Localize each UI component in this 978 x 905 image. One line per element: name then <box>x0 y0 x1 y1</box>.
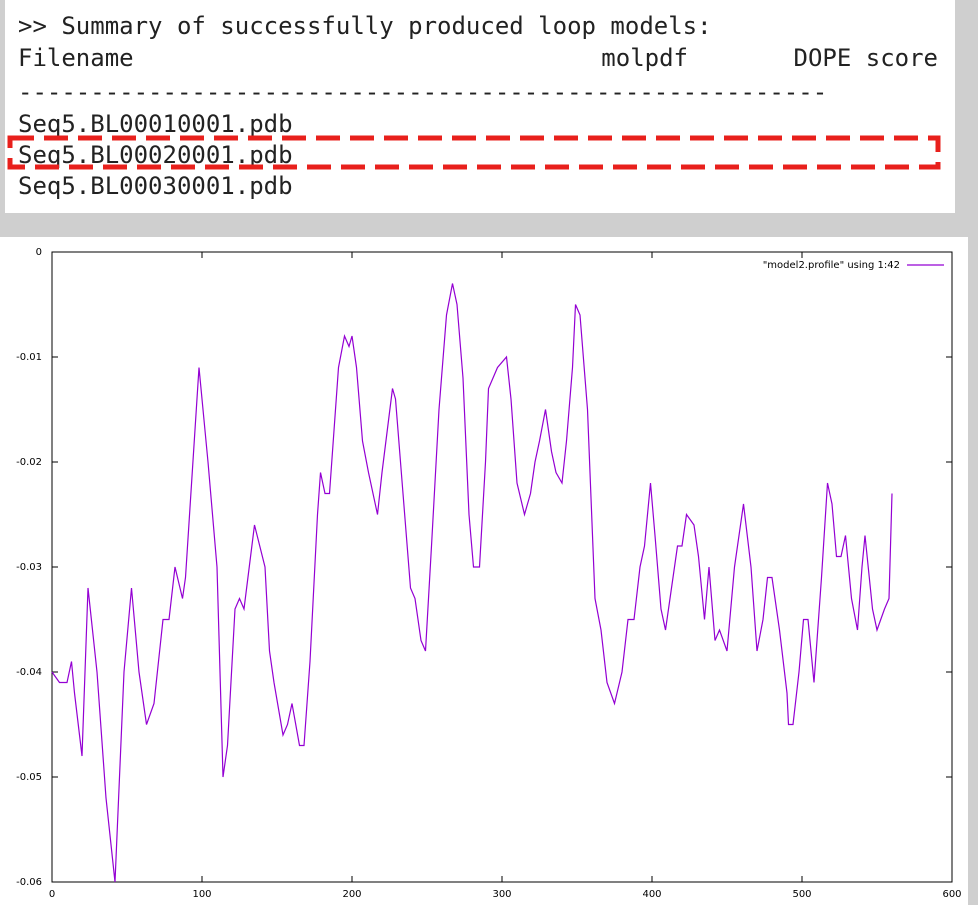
header-dope: DOPE score <box>793 44 939 72</box>
y-tick-label: -0.06 <box>16 877 42 888</box>
x-tick-label: 100 <box>192 889 211 900</box>
x-tick-label: 500 <box>792 889 811 900</box>
separator: ----------------------------------------… <box>18 78 828 106</box>
x-tick-label: 400 <box>642 889 661 900</box>
x-tick-label: 0 <box>49 889 55 900</box>
chart: 0 -0.01 -0.02 -0.03 -0.04 -0.05 -0.06 0 100 200 30… <box>0 237 968 905</box>
header-filename: Filename <box>18 44 134 72</box>
data-line <box>51 283 893 883</box>
x-tick-label: 200 <box>342 889 361 900</box>
chart-background <box>0 237 968 905</box>
y-tick-label: -0.03 <box>16 562 42 573</box>
y-tick-label: -0.05 <box>16 772 42 783</box>
header-molpdf: molpdf <box>601 44 688 72</box>
x-tick-label: 300 <box>492 889 511 900</box>
terminal: >> Summary of successfully produced loop… <box>5 0 955 213</box>
highlight-box <box>7 135 941 170</box>
y-tick-label: 0 <box>36 247 42 258</box>
y-tick-label: -0.01 <box>16 352 42 363</box>
row-filename: Seq5.BL00030001.pdb <box>18 172 293 200</box>
row-filename: Seq5.BL00010001.pdb <box>18 110 293 138</box>
x-tick-label: 600 <box>942 889 961 900</box>
highlight-layer <box>7 135 941 170</box>
row-filename: Seq5.BL00020001.pdb <box>18 141 293 169</box>
summary-title: >> Summary of successfully produced loop… <box>18 12 712 40</box>
y-tick-label: -0.04 <box>16 667 42 678</box>
legend-label: "model2.profile" using 1:42 <box>763 260 900 271</box>
y-tick-label: -0.02 <box>16 457 42 468</box>
